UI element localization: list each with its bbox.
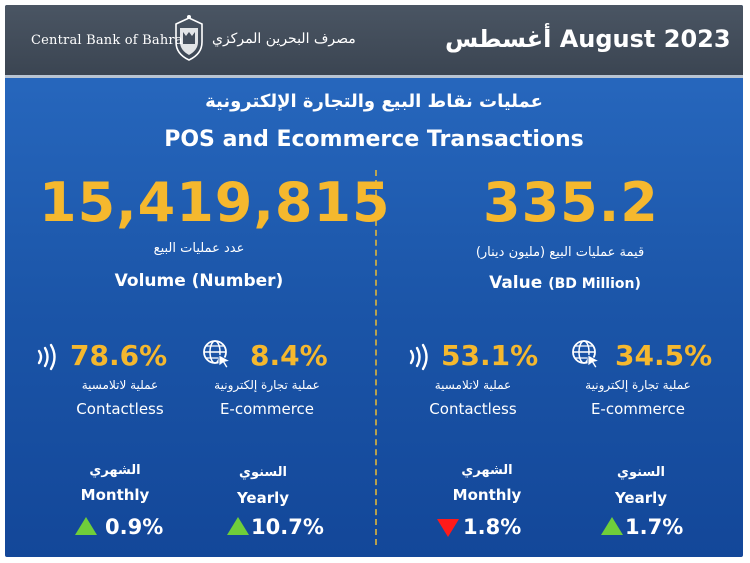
value-label-unit: (BD Million) bbox=[548, 276, 641, 292]
volume-monthly-label-ar: الشهري bbox=[89, 463, 141, 478]
value-yearly-up-arrow-icon bbox=[601, 517, 623, 535]
value-monthly-label-ar: الشهري bbox=[461, 463, 513, 478]
value-contactless-label: Contactless bbox=[429, 400, 517, 418]
volume-yearly-label-ar: السنوي bbox=[239, 465, 287, 480]
value-label-ar: قيمة عمليات البيع (مليون دينار) bbox=[475, 245, 645, 260]
header-bar: Central Bank of Bahrain مصرف البحرين الم… bbox=[5, 5, 743, 78]
volume-ecommerce-label-ar: عملية تجارة إلكترونية bbox=[214, 378, 320, 392]
volume-label: Volume (Number) bbox=[114, 271, 284, 291]
volume-contactless-label-ar: عملية لاتلامسية bbox=[81, 378, 159, 392]
volume-label-ar: عدد عمليات البيع bbox=[153, 241, 245, 256]
value-monthly-change: 1.8% bbox=[463, 515, 522, 539]
value-total: 335.2 bbox=[483, 171, 659, 234]
contactless-icon bbox=[409, 343, 428, 371]
volume-contactless-label: Contactless bbox=[76, 400, 164, 418]
volume-monthly-change: 0.9% bbox=[105, 515, 164, 539]
globe-cursor-icon bbox=[203, 340, 232, 369]
value-contactless-pct: 53.1% bbox=[441, 339, 539, 372]
volume-ecommerce-pct: 8.4% bbox=[250, 339, 328, 372]
value-yearly-label-ar: السنوي bbox=[617, 465, 665, 480]
value-ecommerce-pct: 34.5% bbox=[615, 339, 713, 372]
report-period-en: August 2023 bbox=[559, 25, 731, 53]
volume-monthly-label: Monthly bbox=[80, 486, 150, 504]
bank-emblem-icon bbox=[175, 15, 203, 61]
infographic: Central Bank of Bahrain مصرف البحرين الم… bbox=[5, 5, 743, 557]
value-monthly-down-arrow-icon bbox=[437, 519, 459, 537]
section-divider bbox=[375, 170, 377, 545]
volume-yearly-label: Yearly bbox=[236, 489, 290, 507]
value-label-main: Value bbox=[489, 273, 543, 293]
contactless-icon bbox=[37, 343, 56, 371]
volume-contactless-pct: 78.6% bbox=[70, 339, 168, 372]
page-title: POS and Ecommerce Transactions bbox=[164, 127, 584, 152]
volume-monthly-up-arrow-icon bbox=[75, 517, 97, 535]
volume-ecommerce-label: E-commerce bbox=[219, 400, 315, 418]
value-ecommerce-label-ar: عملية تجارة إلكترونية bbox=[585, 378, 691, 392]
bank-name-ar: مصرف البحرين المركزي bbox=[212, 31, 356, 47]
value-contactless-label-ar: عملية لاتلامسية bbox=[434, 378, 512, 392]
bank-name-en: Central Bank of Bahrain bbox=[31, 33, 196, 48]
value-yearly-change: 1.7% bbox=[625, 515, 684, 539]
value-monthly-label: Monthly bbox=[452, 486, 522, 504]
volume-yearly-up-arrow-icon bbox=[227, 517, 249, 535]
value-label: Value (BD Million) bbox=[395, 273, 735, 293]
globe-cursor-icon bbox=[572, 340, 601, 369]
page-title-ar: عمليات نقاط البيع والتجارة الإلكترونية bbox=[205, 91, 543, 112]
volume-yearly-change: 10.7% bbox=[251, 515, 324, 539]
value-ecommerce-label: E-commerce bbox=[590, 400, 686, 418]
report-period: أغسطس August 2023 bbox=[445, 25, 731, 53]
report-period-ar: أغسطس bbox=[445, 25, 552, 53]
volume-total: 15,419,815 bbox=[39, 171, 391, 234]
value-yearly-label: Yearly bbox=[614, 489, 668, 507]
